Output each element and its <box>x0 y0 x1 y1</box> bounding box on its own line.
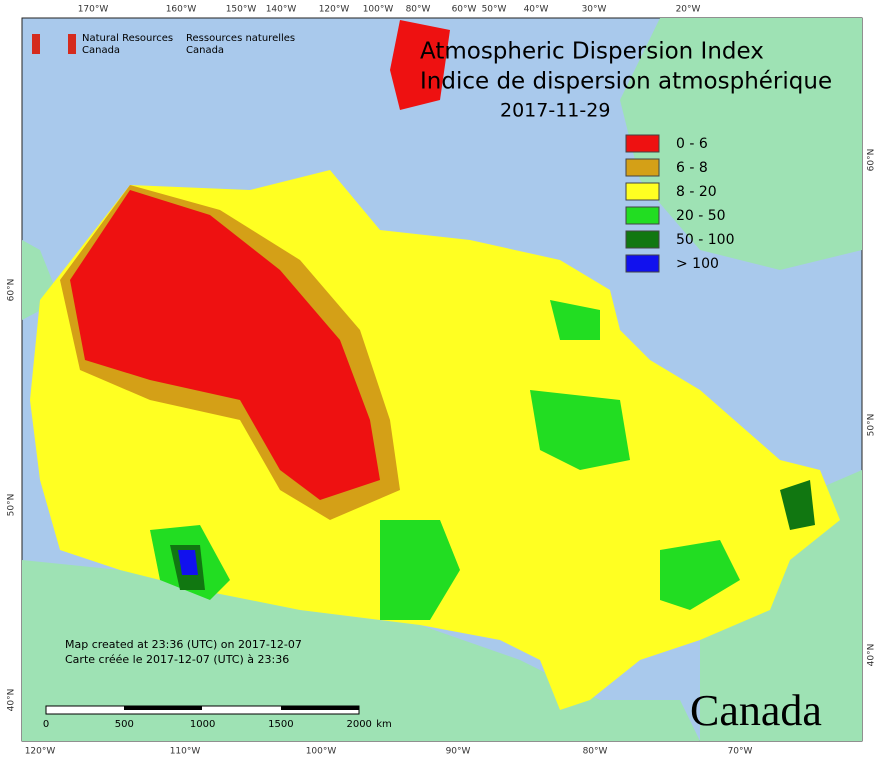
scale-label: 1000 <box>190 719 215 730</box>
agency-en: Natural Resources <box>82 33 173 44</box>
title: Atmospheric Dispersion Index <box>420 39 764 65</box>
graticule-label: 70°W <box>728 747 753 757</box>
legend-swatch <box>625 206 660 225</box>
graticule-label: 90°W <box>446 747 471 757</box>
graticule-label: 20°W <box>676 5 701 15</box>
scale-label: 500 <box>115 719 134 730</box>
legend-label: 6 - 8 <box>676 160 708 176</box>
legend-swatch <box>625 230 660 249</box>
agency-fr: Ressources naturelles <box>186 33 295 44</box>
graticule-label: 40°W <box>524 5 549 15</box>
land <box>22 18 862 741</box>
graticule-label: 40°N <box>867 644 877 667</box>
scale-labels: 0 500 1000 1500 2000 km <box>43 719 392 730</box>
graticule-label: 120°W <box>319 5 350 15</box>
scale-unit: km <box>376 719 392 730</box>
legend-swatch <box>625 134 660 153</box>
legend: 0 - 6 6 - 8 8 - 20 20 - 50 50 - 100 > 100 <box>625 134 735 273</box>
legend-swatch <box>625 182 660 201</box>
legend-swatch <box>625 254 660 273</box>
legend-label: 0 - 6 <box>676 136 708 152</box>
graticule-label: 150°W <box>226 5 257 15</box>
agency-en: Canada <box>82 45 120 56</box>
graticule-label: 110°W <box>170 747 201 757</box>
branding: Natural Resources Canada Ressources natu… <box>32 33 295 56</box>
graticule-label: 60°N <box>867 149 877 172</box>
graticule-label: 160°W <box>166 5 197 15</box>
graticule-label: 30°W <box>582 5 607 15</box>
credit-en: Map created at 23:36 (UTC) on 2017-12-07 <box>65 638 302 651</box>
legend-label: 50 - 100 <box>676 232 735 248</box>
wordmark: Canada <box>690 686 822 735</box>
scale-label: 0 <box>43 719 49 730</box>
graticule-label: 60°N <box>7 279 17 302</box>
date: 2017-11-29 <box>500 100 610 122</box>
graticule-label: 80°W <box>406 5 431 15</box>
scale-bar <box>45 705 360 715</box>
graticule-label: 60°W <box>452 5 477 15</box>
index-field <box>30 20 840 710</box>
graticule-label: 120°W <box>25 747 56 757</box>
scale-label: 2000 <box>346 719 371 730</box>
legend-swatch <box>625 158 660 177</box>
title: Indice de dispersion atmosphérique <box>420 69 832 95</box>
graticule-label: 50°W <box>482 5 507 15</box>
legend-label: 20 - 50 <box>676 208 726 224</box>
agency-fr: Canada <box>186 45 224 56</box>
graticule-label: 80°W <box>583 747 608 757</box>
legend-label: 8 - 20 <box>676 184 717 200</box>
graticule-label: 140°W <box>266 5 297 15</box>
graticule-label: 170°W <box>78 5 109 15</box>
graticule-label: 40°N <box>7 689 17 712</box>
credit-fr: Carte créée le 2017-12-07 (UTC) à 23:36 <box>65 653 289 666</box>
graticule-label: 50°N <box>7 494 17 517</box>
graticule-label: 100°W <box>363 5 394 15</box>
legend-label: > 100 <box>676 256 719 272</box>
graticule-label: 50°N <box>867 414 877 437</box>
scale-label: 1500 <box>268 719 293 730</box>
graticule-label: 100°W <box>306 747 337 757</box>
graticule: 170°W 160°W 150°W 140°W 120°W 100°W 80°W 60°W 50… <box>7 5 877 757</box>
